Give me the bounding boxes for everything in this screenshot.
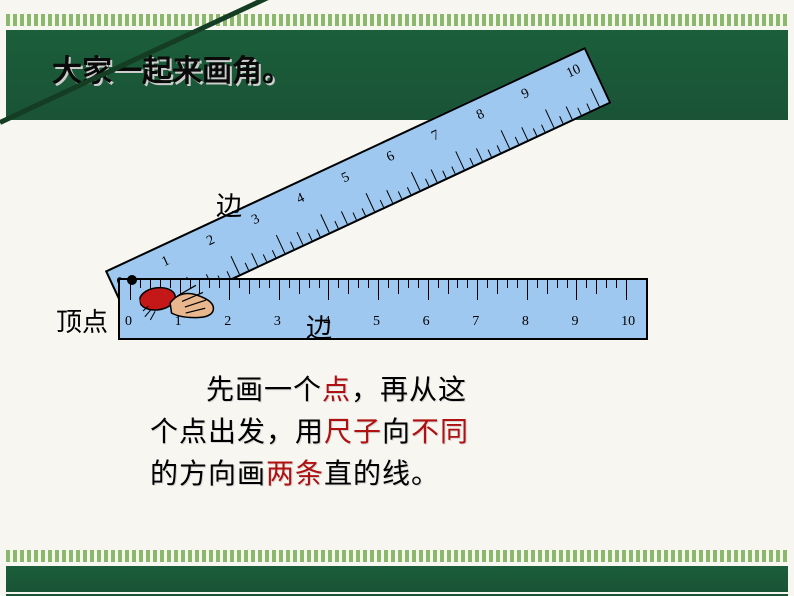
label-side-upper: 边 (216, 186, 242, 223)
diagram-canvas: 012345678910 012345678910 (0, 120, 794, 360)
angle-side-lower (0, 125, 160, 130)
instruction-text: 先画一个点，再从这 个点出发，用尺子向不同 的方向画两条直的线。 (150, 370, 670, 496)
t: 直的线。 (324, 459, 440, 490)
top-stripes (6, 14, 788, 26)
t: 个点出发，用 (150, 417, 324, 448)
t: 的方向画 (150, 459, 266, 490)
t: 先画一个 (206, 375, 322, 406)
label-side-lower: 边 (306, 308, 332, 345)
vertex-dot (127, 275, 137, 285)
label-vertex: 顶点 (56, 302, 108, 339)
t-red: 点 (322, 375, 351, 406)
t: 向 (382, 417, 411, 448)
t: ，再从这 (351, 375, 467, 406)
bottom-stripes (6, 550, 788, 562)
bottom-bar (6, 566, 788, 592)
t-red: 尺子 (324, 417, 382, 448)
t-red: 不同 (411, 417, 469, 448)
t-red: 两条 (266, 459, 324, 490)
